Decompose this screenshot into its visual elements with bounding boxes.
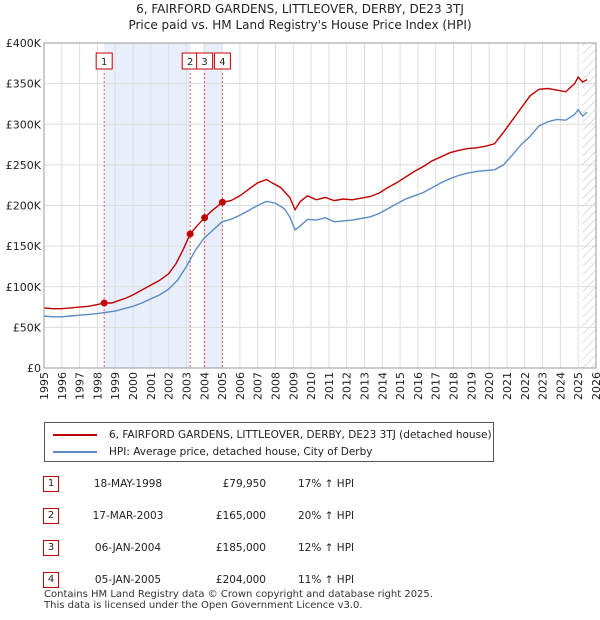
x-tick-label: 2001 [145,372,158,400]
property-series-line [43,75,588,310]
transaction-price: £79,950 [222,478,266,490]
transaction-row: 3 06-JAN-2004 £185,000 12% ↑ HPI [40,540,540,558]
x-tick-label: 2024 [554,372,567,400]
plot-frame [43,42,597,369]
sale-point [100,299,108,307]
x-tick-label: 1997 [74,372,87,400]
y-tick-label: £0 [27,362,41,375]
transaction-marker: 1 [43,476,59,492]
x-tick-label: 2025 [572,372,585,400]
y-tick-label: £350K [6,78,42,91]
x-tick-label: 2007 [252,372,265,400]
sale-point [218,198,226,206]
y-tick-label: £50K [13,321,42,334]
hpi-series-line [43,108,588,318]
transaction-date: 18-MAY-1998 [93,478,163,490]
transaction-row: 4 05-JAN-2005 £204,000 11% ↑ HPI [40,572,540,590]
y-tick-label: £100K [6,281,42,294]
transaction-price: £165,000 [215,510,266,522]
transaction-marker: 2 [43,508,59,524]
legend-swatch-hpi [53,451,97,453]
x-tick-label: 2005 [216,372,229,400]
x-tick-label: 2008 [269,372,282,400]
x-tick-label: 2010 [305,372,318,400]
sale-marker-label: 2 [187,57,193,68]
transaction-hpi: 17% ↑ HPI [298,478,355,490]
legend-label-hpi: HPI: Average price, detached house, City… [109,446,373,458]
transaction-row: 2 17-MAR-2003 £165,000 20% ↑ HPI [40,508,540,526]
x-tick-label: 2021 [501,372,514,400]
x-tick-label: 2009 [287,372,300,400]
y-tick-label: £300K [6,118,42,131]
footer-attribution: Contains HM Land Registry data © Crown c… [44,589,433,611]
transaction-date: 06-JAN-2004 [94,542,162,554]
y-tick-label: £250K [6,159,42,172]
transaction-hpi: 11% ↑ HPI [298,574,355,586]
sale-point [186,230,194,238]
transaction-marker: 4 [43,572,59,588]
sale-marker-label: 4 [219,57,225,68]
legend-swatch-property [53,434,97,436]
legend-item-hpi: HPI: Average price, detached house, City… [53,444,372,460]
sale-marker-label: 3 [201,57,207,68]
x-tick-label: 2006 [234,372,247,400]
transaction-hpi: 20% ↑ HPI [298,510,355,522]
y-tick-label: £150K [6,240,42,253]
x-tick-label: 2015 [394,372,407,400]
x-tick-label: 1996 [56,372,69,400]
x-tick-label: 2003 [180,372,193,400]
price-chart: 6, FAIRFORD GARDENS, LITTLEOVER, DERBY, … [6,2,600,400]
x-tick-label: 2020 [483,372,496,400]
transaction-price: £185,000 [215,542,266,554]
footer-license: This data is licensed under the Open Gov… [44,600,363,611]
legend-item-property: 6, FAIRFORD GARDENS, LITTLEOVER, DERBY, … [53,427,492,443]
sale-point [201,214,209,222]
x-tick-label: 1995 [38,372,51,400]
x-tick-label: 1999 [109,372,122,400]
x-tick-label: 2004 [198,372,211,400]
x-tick-label: 2000 [127,372,140,400]
transaction-marker: 3 [43,540,59,556]
chart-legend: 6, FAIRFORD GARDENS, LITTLEOVER, DERBY, … [44,422,494,462]
x-tick-label: 2014 [376,372,389,400]
x-tick-label: 2013 [359,372,372,400]
x-tick-label: 2016 [412,372,425,400]
x-tick-label: 2012 [341,372,354,400]
footer-copyright: Contains HM Land Registry data © Crown c… [44,589,433,600]
chart-subtitle: Price paid vs. HM Land Registry's House … [128,18,471,32]
transaction-price: £204,000 [215,574,266,586]
sale-marker-label: 1 [101,57,107,68]
x-tick-label: 2011 [323,372,336,400]
chart-title: 6, FAIRFORD GARDENS, LITTLEOVER, DERBY, … [136,2,464,16]
x-tick-label: 2018 [448,372,461,400]
transaction-date: 17-MAR-2003 [92,510,164,522]
legend-label-property: 6, FAIRFORD GARDENS, LITTLEOVER, DERBY, … [109,429,492,441]
sale-marker-box [213,52,231,70]
x-tick-label: 2002 [163,372,176,400]
transaction-row: 1 18-MAY-1998 £79,950 17% ↑ HPI [40,476,540,494]
x-tick-label: 2023 [537,372,550,400]
x-tick-label: 2017 [430,372,443,400]
sale-marker-box [196,52,214,70]
x-tick-label: 2022 [519,372,532,400]
sale-marker-box [95,52,113,70]
x-tick-label: 2026 [590,372,600,400]
y-tick-label: £200K [6,200,42,213]
x-tick-label: 2019 [465,372,478,400]
x-tick-label: 1998 [91,372,104,400]
transaction-date: 05-JAN-2005 [94,574,162,586]
y-tick-label: £400K [6,37,42,50]
transaction-hpi: 12% ↑ HPI [298,542,355,554]
